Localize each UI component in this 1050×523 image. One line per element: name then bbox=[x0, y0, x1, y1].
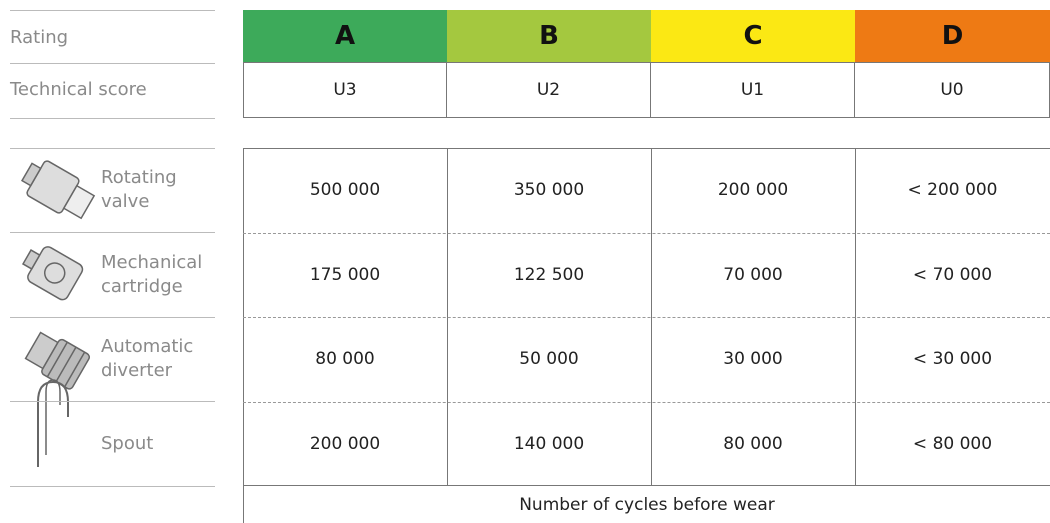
score-cell: U2 bbox=[447, 62, 651, 118]
value-cell: 50 000 bbox=[519, 349, 579, 370]
score-cell: U0 bbox=[855, 62, 1050, 118]
rule bbox=[10, 118, 215, 119]
grade-cell: C bbox=[651, 10, 855, 62]
label-line: Automatic bbox=[101, 336, 194, 358]
label-line: cartridge bbox=[101, 275, 183, 297]
value-cell: < 30 000 bbox=[912, 349, 993, 370]
label-line: diverter bbox=[101, 360, 173, 382]
value-cell: 80 000 bbox=[723, 433, 783, 454]
rule bbox=[10, 148, 215, 149]
row-divider bbox=[243, 232, 1050, 234]
score-cell: U3 bbox=[243, 62, 447, 118]
row-label: Automatic diverter bbox=[101, 317, 193, 402]
value-cell: < 80 000 bbox=[912, 433, 993, 454]
row-divider bbox=[243, 317, 1050, 318]
grade-cell: A bbox=[243, 10, 447, 62]
label-line: Rotating bbox=[101, 167, 177, 189]
value-cell: 70 000 bbox=[723, 264, 783, 285]
label-line: Mechanical bbox=[101, 251, 203, 273]
value-cell: 175 000 bbox=[309, 264, 381, 285]
row-label: Mechanical cartridge bbox=[101, 233, 202, 318]
value-cell: 140 000 bbox=[513, 433, 585, 454]
value-cell: 80 000 bbox=[315, 349, 375, 370]
value-cell: < 70 000 bbox=[912, 264, 993, 285]
value-cell: < 200 000 bbox=[907, 180, 998, 201]
value-cell: 350 000 bbox=[513, 180, 585, 201]
rule bbox=[10, 232, 215, 233]
value-cell: 500 000 bbox=[309, 180, 381, 201]
value-cell: 30 000 bbox=[723, 349, 783, 370]
grade-cell: B bbox=[447, 10, 651, 62]
value-cell: 200 000 bbox=[717, 180, 789, 201]
row-divider bbox=[243, 401, 1050, 403]
rule bbox=[10, 486, 215, 487]
label-line: valve bbox=[101, 191, 150, 213]
row-label: Rotating valve bbox=[101, 148, 177, 233]
row-label: Spout bbox=[101, 402, 153, 487]
rule bbox=[10, 317, 215, 318]
score-cell: U1 bbox=[651, 62, 855, 118]
value-cell: 200 000 bbox=[309, 433, 381, 454]
label-line: Spout bbox=[101, 432, 154, 454]
rating-label: Rating bbox=[10, 27, 69, 48]
score-label: Technical score bbox=[10, 79, 147, 100]
rule bbox=[10, 63, 215, 64]
rule bbox=[10, 401, 215, 402]
icons bbox=[20, 160, 96, 467]
rule bbox=[10, 10, 215, 11]
footer: Number of cycles before wear bbox=[243, 486, 1050, 523]
grade-cell: D bbox=[855, 10, 1050, 62]
value-cell: 122 500 bbox=[513, 264, 585, 285]
